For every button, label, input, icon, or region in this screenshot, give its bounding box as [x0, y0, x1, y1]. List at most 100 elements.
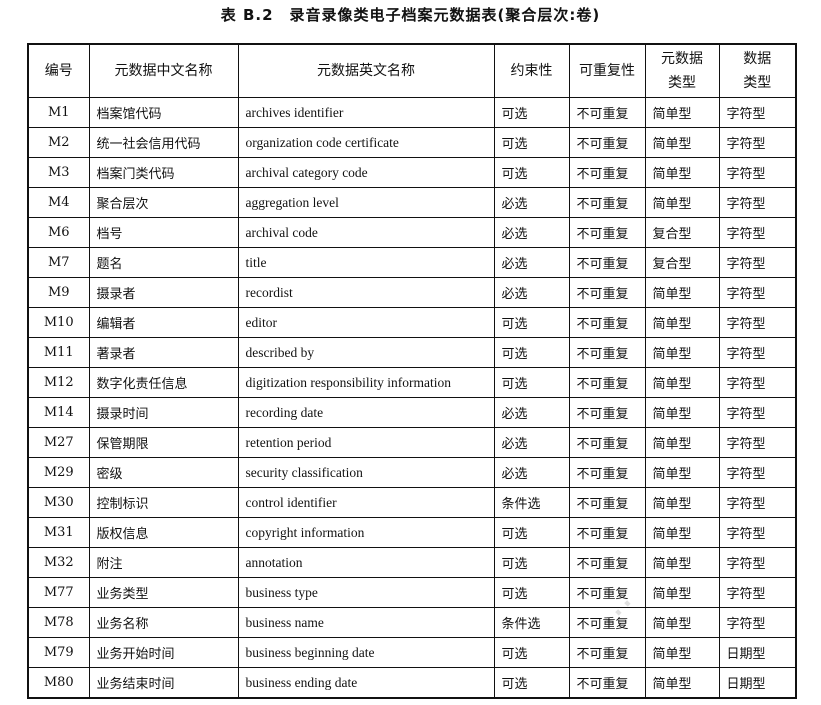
cell-id: M12: [27, 367, 90, 398]
cell-id: M32: [27, 547, 90, 578]
cell-cn-name: 业务结束时间: [88, 667, 239, 699]
cell-constraint: 可选: [493, 157, 570, 188]
table-row: M27 保管期限 retention period 必选 不可重复 简单型 字符型: [27, 427, 797, 458]
cell-cn-name: 摄录者: [88, 277, 239, 308]
cell-metadata-type: 简单型: [644, 337, 720, 368]
cell-en-name: security classification: [237, 457, 495, 488]
cell-constraint: 可选: [493, 337, 570, 368]
cell-metadata-type: 简单型: [644, 637, 720, 668]
cell-id: M29: [27, 457, 90, 488]
cell-repeatability: 不可重复: [568, 397, 646, 428]
cell-constraint: 必选: [493, 427, 570, 458]
cell-metadata-type: 简单型: [644, 367, 720, 398]
header-cn-name: 元数据中文名称: [88, 43, 239, 98]
cell-constraint: 可选: [493, 307, 570, 338]
cell-constraint: 可选: [493, 367, 570, 398]
header-repeatability: 可重复性: [568, 43, 646, 98]
header-data-type: 数据类型: [718, 43, 797, 98]
cell-repeatability: 不可重复: [568, 247, 646, 278]
cell-repeatability: 不可重复: [568, 607, 646, 638]
metadata-table: 编号 元数据中文名称 元数据英文名称 约束性 可重复性 元数据类型 数据类型 M…: [27, 43, 797, 699]
cell-id: M6: [27, 217, 90, 248]
cell-repeatability: 不可重复: [568, 217, 646, 248]
cell-en-name: business type: [237, 577, 495, 608]
cell-cn-name: 控制标识: [88, 487, 239, 518]
cell-id: M30: [27, 487, 90, 518]
cell-metadata-type: 复合型: [644, 217, 720, 248]
cell-repeatability: 不可重复: [568, 127, 646, 158]
cell-data-type: 字符型: [718, 397, 797, 428]
cell-repeatability: 不可重复: [568, 367, 646, 398]
cell-repeatability: 不可重复: [568, 97, 646, 128]
cell-metadata-type: 简单型: [644, 577, 720, 608]
cell-constraint: 必选: [493, 217, 570, 248]
cell-metadata-type: 简单型: [644, 607, 720, 638]
table-row: M9 摄录者 recordist 必选 不可重复 简单型 字符型: [27, 277, 797, 308]
cell-constraint: 可选: [493, 667, 570, 699]
cell-cn-name: 附注: [88, 547, 239, 578]
table-row: M11 著录者 described by 可选 不可重复 简单型 字符型: [27, 337, 797, 368]
cell-data-type: 字符型: [718, 577, 797, 608]
cell-constraint: 必选: [493, 277, 570, 308]
cell-data-type: 字符型: [718, 277, 797, 308]
cell-id: M78: [27, 607, 90, 638]
table-row: M12 数字化责任信息 digitization responsibility in…: [27, 367, 797, 398]
cell-data-type: 字符型: [718, 187, 797, 218]
cell-cn-name: 版权信息: [88, 517, 239, 548]
cell-data-type: 字符型: [718, 217, 797, 248]
cell-en-name: recordist: [237, 277, 495, 308]
cell-cn-name: 题名: [88, 247, 239, 278]
cell-repeatability: 不可重复: [568, 157, 646, 188]
table-row: M77 业务类型 business type 可选 不可重复 简单型 字符型: [27, 577, 797, 608]
cell-constraint: 可选: [493, 517, 570, 548]
table-row: M78 业务名称 business name 条件选 不可重复 简单型 字符型: [27, 607, 797, 638]
cell-id: M27: [27, 427, 90, 458]
cell-metadata-type: 简单型: [644, 187, 720, 218]
cell-metadata-type: 简单型: [644, 487, 720, 518]
cell-id: M79: [27, 637, 90, 668]
cell-constraint: 条件选: [493, 487, 570, 518]
cell-data-type: 字符型: [718, 367, 797, 398]
cell-id: M2: [27, 127, 90, 158]
table-row: M14 摄录时间 recording date 必选 不可重复 简单型 字符型: [27, 397, 797, 428]
cell-en-name: aggregation level: [237, 187, 495, 218]
cell-id: M9: [27, 277, 90, 308]
table-row: M3 档案门类代码 archival category code 可选 不可重复 简单型字…: [27, 157, 797, 188]
cell-en-name: annotation: [237, 547, 495, 578]
header-id: 编号: [27, 43, 90, 98]
cell-id: M1: [27, 97, 90, 128]
cell-repeatability: 不可重复: [568, 577, 646, 608]
cell-id: M14: [27, 397, 90, 428]
cell-data-type: 字符型: [718, 247, 797, 278]
cell-data-type: 字符型: [718, 547, 797, 578]
header-metadata-type: 元数据类型: [644, 43, 720, 98]
cell-cn-name: 档号: [88, 217, 239, 248]
header-row: 编号 元数据中文名称 元数据英文名称 约束性 可重复性 元数据类型 数据类型: [27, 43, 797, 98]
cell-metadata-type: 简单型: [644, 667, 720, 699]
cell-repeatability: 不可重复: [568, 517, 646, 548]
cell-metadata-type: 简单型: [644, 547, 720, 578]
cell-metadata-type: 简单型: [644, 307, 720, 338]
cell-constraint: 条件选: [493, 607, 570, 638]
table-row: M32 附注 annotation 可选 不可重复 简单型 字符型: [27, 547, 797, 578]
cell-id: M10: [27, 307, 90, 338]
table-row: M31 版权信息 copyright information 可选 不可重复 简单型 字符型: [27, 517, 797, 548]
cell-repeatability: 不可重复: [568, 337, 646, 368]
cell-en-name: control identifier: [237, 487, 495, 518]
table-title: 表 B.2 录音录像类电子档案元数据表(聚合层次:卷): [220, 6, 601, 24]
cell-cn-name: 编辑者: [88, 307, 239, 338]
cell-cn-name: 聚合层次: [88, 187, 239, 218]
cell-data-type: 字符型: [718, 427, 797, 458]
table-row: M30 控制标识 control identifier 条件选 不可重复 简单型 字符型: [27, 487, 797, 518]
cell-constraint: 可选: [493, 97, 570, 128]
cell-repeatability: 不可重复: [568, 667, 646, 699]
cell-en-name: editor: [237, 307, 495, 338]
cell-cn-name: 统一社会信用代码: [88, 127, 239, 158]
cell-metadata-type: 简单型: [644, 157, 720, 188]
cell-repeatability: 不可重复: [568, 187, 646, 218]
cell-constraint: 必选: [493, 187, 570, 218]
cell-en-name: business ending date: [237, 667, 495, 699]
cell-metadata-type: 简单型: [644, 127, 720, 158]
cell-cn-name: 著录者: [88, 337, 239, 368]
table-row: M29 密级 security classification 必选 不可重复 简单型 字符型: [27, 457, 797, 488]
